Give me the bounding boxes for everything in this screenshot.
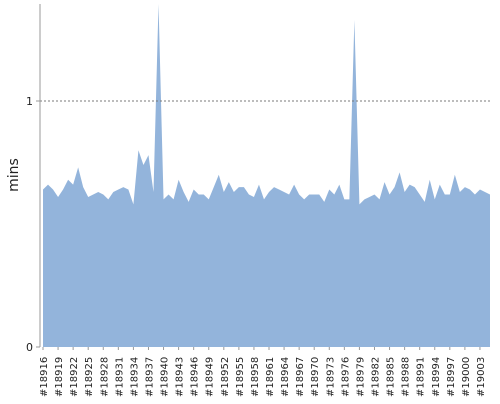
x-tick-label: #18943 <box>175 357 186 397</box>
x-tick-label: #18937 <box>144 357 155 397</box>
x-tick-label: #18949 <box>205 357 216 397</box>
x-tick-label: #18934 <box>129 357 140 397</box>
x-tick-label: #18982 <box>370 357 381 397</box>
x-tick-label: #18925 <box>84 357 95 397</box>
x-tick-label: #18955 <box>235 357 246 397</box>
x-tick-label: #18970 <box>310 357 321 397</box>
x-tick-label: #18985 <box>386 357 397 397</box>
y-tick-label: 0 <box>26 341 33 354</box>
x-tick-label: #18922 <box>69 357 80 397</box>
x-tick-label: #18952 <box>220 357 231 397</box>
x-tick-label: #18967 <box>295 357 306 397</box>
x-tick-layer: #18916 #18919 #18922 #18925 #18928 #18931 #189… <box>39 347 487 397</box>
x-tick-label: #18958 <box>250 357 261 397</box>
x-tick-label: #18976 <box>340 357 351 397</box>
x-tick-label: #18979 <box>355 357 366 397</box>
x-tick-label: #18973 <box>325 357 336 397</box>
y-tick-label: 1 <box>26 95 33 108</box>
y-tick-layer: 01 <box>26 95 40 354</box>
x-tick-label: #18946 <box>190 357 201 397</box>
x-tick-label: #18940 <box>160 357 171 397</box>
y-axis-label: mins <box>6 158 22 192</box>
x-tick-label: #18931 <box>114 357 125 397</box>
x-tick-label: #18928 <box>99 357 110 397</box>
x-tick-label: #18916 <box>39 357 50 397</box>
x-tick-label: #18997 <box>446 357 457 397</box>
x-tick-label: #18994 <box>431 357 442 397</box>
series-area <box>43 4 490 347</box>
area-layer <box>43 4 490 347</box>
x-tick-label: #18961 <box>265 357 276 397</box>
x-tick-label: #18964 <box>280 357 291 397</box>
x-tick-label: #19000 <box>461 357 472 397</box>
x-tick-label: #19003 <box>476 357 487 397</box>
x-tick-label: #18988 <box>401 357 412 397</box>
x-tick-label: #18991 <box>416 357 427 397</box>
x-tick-label: #18919 <box>54 357 65 397</box>
